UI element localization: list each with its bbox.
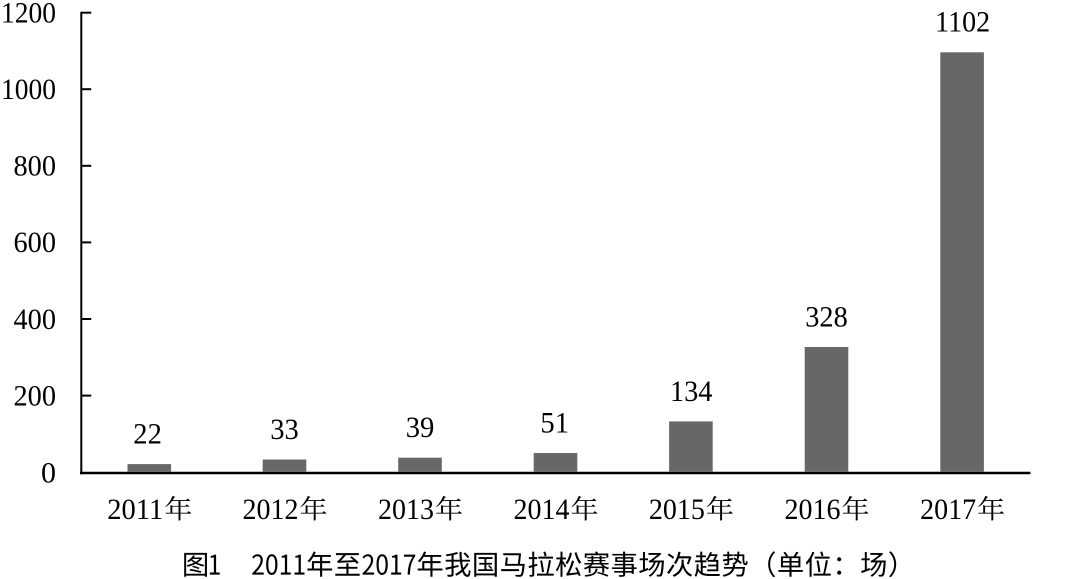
svg-text:33: 33 [270, 413, 299, 446]
svg-text:400: 400 [14, 303, 57, 336]
svg-text:2015: 2015 [649, 493, 705, 526]
svg-text:2016: 2016 [785, 493, 841, 526]
svg-text:2013: 2013 [378, 493, 434, 526]
svg-text:200: 200 [14, 379, 57, 412]
svg-text:2011: 2011 [107, 493, 163, 526]
svg-text:39: 39 [406, 411, 435, 444]
svg-text:2012: 2012 [243, 493, 299, 526]
svg-text:1102: 1102 [935, 6, 990, 39]
svg-text:328: 328 [805, 300, 848, 333]
svg-text:600: 600 [14, 226, 57, 259]
svg-text:1000: 1000 [1, 73, 56, 106]
svg-text:0: 0 [41, 457, 56, 490]
svg-text:2017: 2017 [920, 493, 976, 526]
svg-text:800: 800 [14, 150, 57, 183]
svg-text:1200: 1200 [1, 0, 56, 30]
svg-text:51: 51 [540, 406, 569, 439]
svg-text:2014: 2014 [514, 493, 570, 526]
svg-text:134: 134 [670, 375, 713, 408]
svg-text:22: 22 [133, 418, 162, 451]
